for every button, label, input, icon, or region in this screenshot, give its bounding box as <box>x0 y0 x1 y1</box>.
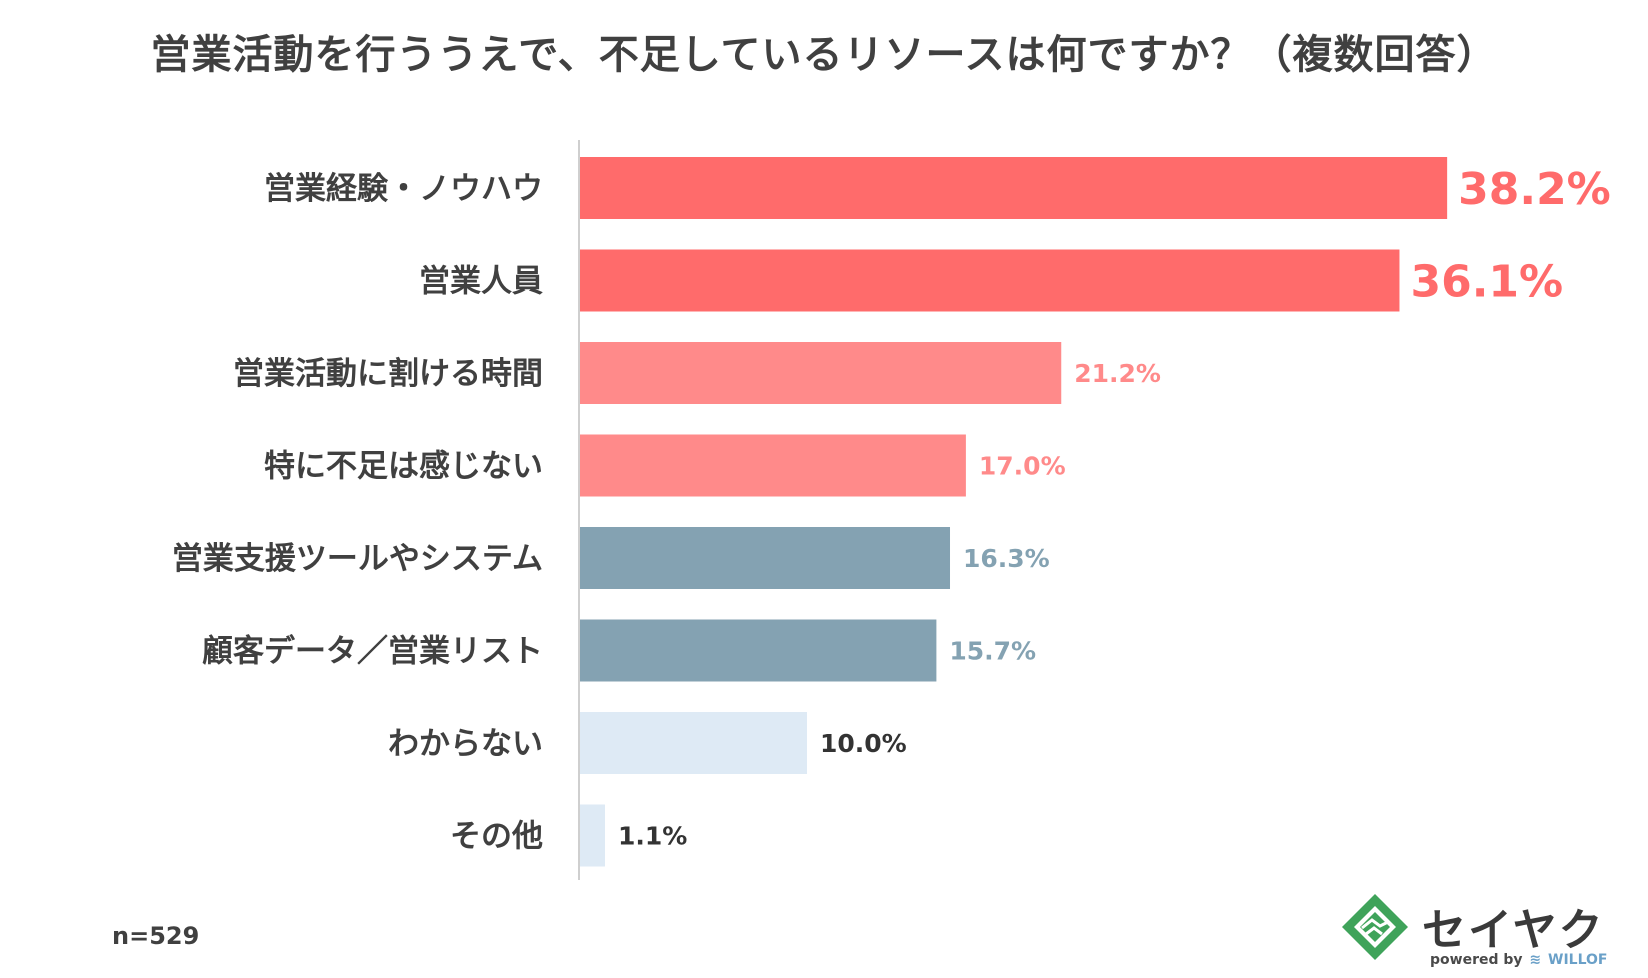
bar <box>580 804 605 867</box>
value-label: 21.2% <box>1074 359 1161 388</box>
bar <box>580 527 951 589</box>
category-label: 営業人員 <box>419 264 543 300</box>
value-label: 36.1% <box>1410 257 1563 308</box>
bar <box>580 342 1062 404</box>
category-label: 営業支援ツールやシステム <box>172 541 543 577</box>
category-label: 営業経験・ノウハウ <box>264 171 543 207</box>
bar <box>580 619 937 682</box>
handshake-logo-icon <box>1342 894 1408 960</box>
logo-powered-by: powered by ≋ WILLOF <box>1430 952 1607 968</box>
willof-wave-icon: ≋ <box>1529 952 1542 968</box>
chart-title: 営業活動を行ううえで、不足しているリソースは何ですか？（複数回答） <box>150 32 1498 78</box>
value-label: 17.0% <box>979 452 1066 481</box>
powered-by-text: powered by <box>1430 952 1523 968</box>
category-label: 営業活動に割ける時間 <box>233 356 543 392</box>
category-label: わからない <box>388 726 543 762</box>
seiyaku-logo: セイヤク powered by ≋ WILLOF <box>1340 892 1620 972</box>
value-label: 15.7% <box>949 637 1036 666</box>
value-label: 16.3% <box>963 544 1050 573</box>
category-label: 顧客データ／営業リスト <box>202 634 543 670</box>
bar <box>580 712 807 774</box>
category-label: その他 <box>450 819 543 855</box>
bar <box>580 434 966 497</box>
category-label: 特に不足は感じない <box>264 449 543 485</box>
sample-size: n=529 <box>112 922 200 950</box>
logo-name: セイヤク <box>1422 905 1605 956</box>
value-label: 1.1% <box>618 822 687 851</box>
bar <box>580 249 1400 312</box>
value-label: 38.2% <box>1458 164 1611 215</box>
value-label: 10.0% <box>820 729 907 758</box>
bar <box>580 157 1448 219</box>
logo-brand: WILLOF <box>1548 952 1608 968</box>
